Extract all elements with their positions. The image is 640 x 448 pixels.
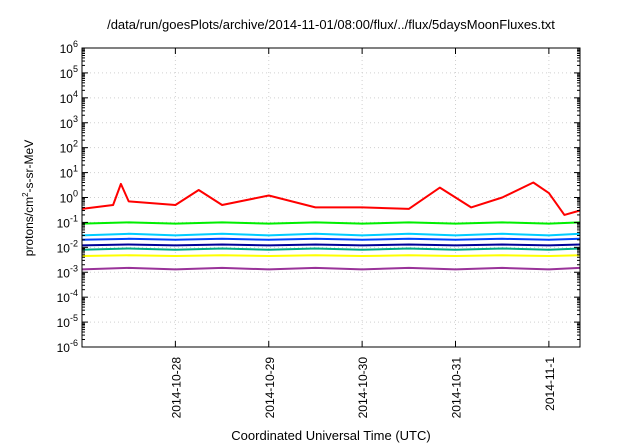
- y-tick-label: 10-2: [57, 238, 78, 255]
- series-line: [81, 247, 581, 251]
- y-tick-exponent: 6: [73, 39, 78, 49]
- series-line: [81, 221, 581, 225]
- y-tick-exponent: 5: [73, 64, 78, 74]
- x-tick-label: 2014-11-1: [543, 357, 557, 411]
- y-axis-label: protons/cm2-s-sr-MeV: [21, 140, 36, 256]
- y-tick-exponent: -1: [70, 213, 78, 223]
- x-tick-label: 2014-10-30: [356, 357, 370, 419]
- y-tick-label: 106: [60, 39, 78, 56]
- x-tick-label: 2014-10-29: [263, 357, 277, 419]
- y-tick-base: 10: [60, 117, 74, 131]
- y-tick-label: 10-6: [57, 338, 78, 355]
- x-axis: 2014-10-28 2014-10-29 2014-10-30 2014-10-31…: [169, 48, 557, 418]
- y-axis-label-superscript: 2: [21, 192, 30, 197]
- y-axis: 10-610-510-410-310-210-11001011021031041…: [57, 39, 580, 355]
- y-tick-label: 105: [60, 64, 78, 81]
- series-line: [81, 181, 581, 216]
- y-tick-exponent: 2: [73, 139, 78, 149]
- y-tick-label: 104: [60, 89, 78, 106]
- series-layer: [81, 181, 581, 271]
- y-tick-label: 10-1: [57, 213, 78, 230]
- y-tick-base: 10: [60, 42, 74, 56]
- y-tick-base: 10: [57, 216, 71, 230]
- y-tick-exponent: 4: [73, 89, 78, 99]
- y-tick-base: 10: [57, 291, 71, 305]
- x-tick-label: 2014-10-31: [450, 357, 464, 419]
- series-line: [81, 266, 581, 271]
- y-tick-label: 100: [60, 189, 78, 206]
- y-tick-base: 10: [60, 67, 74, 81]
- y-tick-base: 10: [60, 142, 74, 156]
- y-tick-label: 10-3: [57, 263, 78, 280]
- y-axis-label-part: -s-sr-MeV: [22, 140, 36, 193]
- y-tick-base: 10: [60, 192, 74, 206]
- y-tick-exponent: -3: [70, 263, 78, 273]
- series-line: [81, 254, 581, 257]
- y-tick-base: 10: [57, 266, 71, 280]
- series-line: [81, 237, 581, 241]
- y-tick-exponent: -5: [70, 313, 78, 323]
- y-tick-exponent: 0: [73, 189, 78, 199]
- y-tick-label: 101: [60, 164, 78, 181]
- chart-title: /data/run/goesPlots/archive/2014-11-01/0…: [107, 17, 555, 32]
- y-tick-exponent: 1: [73, 164, 78, 174]
- y-tick-exponent: -2: [70, 238, 78, 248]
- y-tick-base: 10: [60, 167, 74, 181]
- grid: [82, 47, 580, 348]
- y-tick-label: 10-4: [57, 288, 78, 305]
- x-axis-label: Coordinated Universal Time (UTC): [231, 428, 430, 443]
- series-line: [81, 243, 581, 247]
- y-tick-base: 10: [57, 316, 71, 330]
- y-tick-label: 10-5: [57, 313, 78, 330]
- series-line: [81, 232, 581, 237]
- y-tick-base: 10: [57, 341, 71, 355]
- y-tick-exponent: -6: [70, 338, 78, 348]
- y-axis-label-part: protons/cm: [22, 197, 36, 256]
- x-tick-label: 2014-10-28: [169, 357, 183, 419]
- y-tick-label: 102: [60, 139, 78, 156]
- y-tick-exponent: 3: [73, 114, 78, 124]
- y-tick-label: 103: [60, 114, 78, 131]
- y-tick-base: 10: [57, 241, 71, 255]
- y-tick-base: 10: [60, 92, 74, 106]
- y-tick-exponent: -4: [70, 288, 78, 298]
